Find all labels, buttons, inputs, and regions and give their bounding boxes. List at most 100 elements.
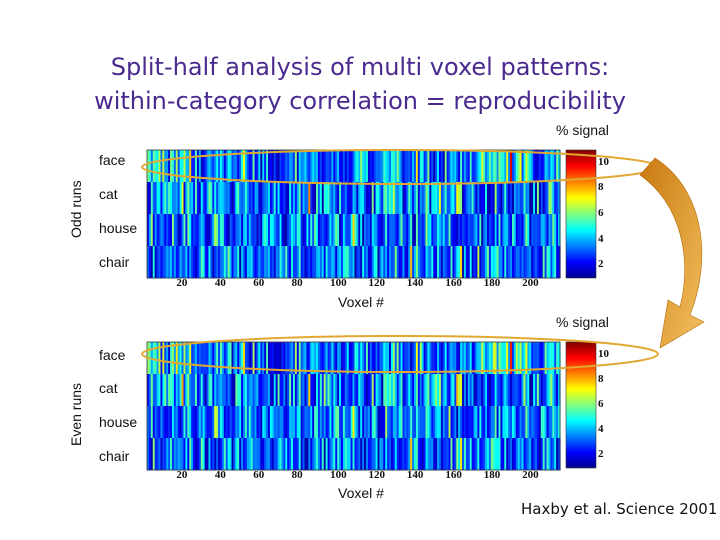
heatmap-cell — [369, 374, 373, 407]
heatmap-cell — [281, 182, 284, 215]
heatmap-cell — [235, 342, 238, 375]
heatmap-cell — [442, 150, 446, 183]
heatmap-cell — [460, 342, 463, 375]
heatmap-cell — [431, 342, 434, 375]
heatmap-cell — [371, 406, 375, 439]
heatmap-cell — [479, 374, 482, 407]
heatmap-cell — [212, 150, 215, 183]
heatmap-cell — [275, 438, 279, 471]
heatmap-cell — [506, 374, 509, 407]
heatmap-cell — [488, 374, 492, 407]
heatmap-cell — [458, 438, 461, 471]
heatmap-cell — [544, 182, 548, 215]
heatmap-cell — [381, 182, 384, 215]
heatmap-cell — [166, 214, 169, 247]
heatmap-cell — [323, 374, 327, 407]
heatmap-cell — [487, 406, 490, 439]
heatmap-cell — [225, 150, 229, 183]
heatmap-cell — [462, 182, 465, 215]
heatmap-cell — [504, 374, 507, 407]
heatmap-cell — [415, 374, 419, 407]
heatmap-cell — [392, 214, 396, 247]
heatmap-cell — [377, 246, 381, 279]
heatmap-cell — [421, 406, 425, 439]
heatmap-cell — [164, 342, 167, 375]
heatmap-cell — [546, 406, 550, 439]
colorbar-tick-label: 2 — [598, 448, 604, 461]
heatmap-cell — [337, 374, 340, 407]
heatmap-cell — [300, 374, 304, 407]
heatmap-cell — [241, 342, 244, 375]
heatmap-cell — [264, 342, 267, 375]
heatmap-cell — [252, 214, 256, 247]
heatmap-cell — [556, 438, 559, 471]
heatmap-cell — [294, 182, 298, 215]
heatmap-cell — [269, 150, 273, 183]
heatmap-cell — [289, 182, 292, 215]
heatmap-cell — [419, 214, 423, 247]
heatmap-cell — [494, 182, 498, 215]
heatmap-cell — [358, 406, 361, 439]
heatmap-cell — [477, 182, 480, 215]
heatmap-cell — [371, 214, 375, 247]
heatmap-cell — [323, 406, 327, 439]
heatmap-cell — [302, 150, 306, 183]
heatmap-cell — [500, 438, 503, 471]
heatmap-cell — [160, 438, 163, 471]
heatmap-cell — [239, 342, 242, 375]
heatmap-cell — [364, 150, 367, 183]
heatmap-cell — [346, 214, 350, 247]
heatmap-cell — [556, 214, 559, 247]
heatmap-cell — [531, 342, 534, 375]
heatmap-cell — [208, 214, 211, 247]
heatmap-cell — [354, 342, 357, 375]
heatmap-cell — [517, 342, 521, 375]
heatmap-cell — [504, 406, 507, 439]
heatmap-cell — [350, 406, 354, 439]
heatmap-cell — [387, 438, 390, 471]
heatmap-cell — [285, 374, 288, 407]
heatmap-cell — [319, 246, 323, 279]
heatmap-cell — [369, 342, 373, 375]
heatmap-cell — [269, 406, 273, 439]
heatmap-cell — [425, 214, 429, 247]
heatmap-cell — [377, 342, 381, 375]
heatmap-cell — [241, 374, 244, 407]
colorbar-tick-label: 6 — [598, 398, 604, 410]
heatmap-cell — [171, 406, 175, 439]
heatmap-cell — [490, 214, 494, 247]
heatmap-cell — [538, 438, 542, 471]
heatmap-cell — [350, 214, 354, 247]
heatmap-cell — [258, 246, 261, 279]
heatmap-cell — [225, 246, 229, 279]
heatmap-cell — [465, 246, 469, 279]
heatmap-cell — [344, 438, 348, 471]
heatmap-cell — [329, 214, 333, 247]
heatmap-cell — [317, 182, 321, 215]
x-tick-label: 80 — [291, 277, 303, 289]
heatmap-cell — [271, 374, 275, 407]
heatmap-cell — [544, 342, 548, 375]
heatmap-cell — [154, 374, 158, 407]
heatmap-cell — [521, 150, 525, 183]
heatmap-cell — [254, 246, 258, 279]
heatmap-cell — [306, 374, 309, 407]
heatmap-cell — [546, 342, 550, 375]
heatmap-cell — [246, 342, 250, 375]
heatmap-cell — [469, 438, 473, 471]
heatmap-cell — [212, 182, 215, 215]
heatmap-cell — [375, 406, 379, 439]
heatmap-cell — [243, 246, 246, 279]
heatmap-cell — [202, 246, 206, 279]
heatmap-cell — [260, 214, 263, 247]
heatmap-cell — [333, 246, 336, 279]
heatmap-cell — [535, 182, 538, 215]
x-tick-label: 180 — [483, 277, 501, 289]
heatmap-cell — [160, 374, 163, 407]
heatmap-cell — [383, 182, 386, 215]
face-row-highlight-even — [141, 335, 659, 373]
heatmap-cell — [329, 182, 333, 215]
heatmap-cell — [517, 150, 521, 183]
heatmap-cell — [310, 246, 313, 279]
heatmap-cell — [206, 150, 210, 183]
